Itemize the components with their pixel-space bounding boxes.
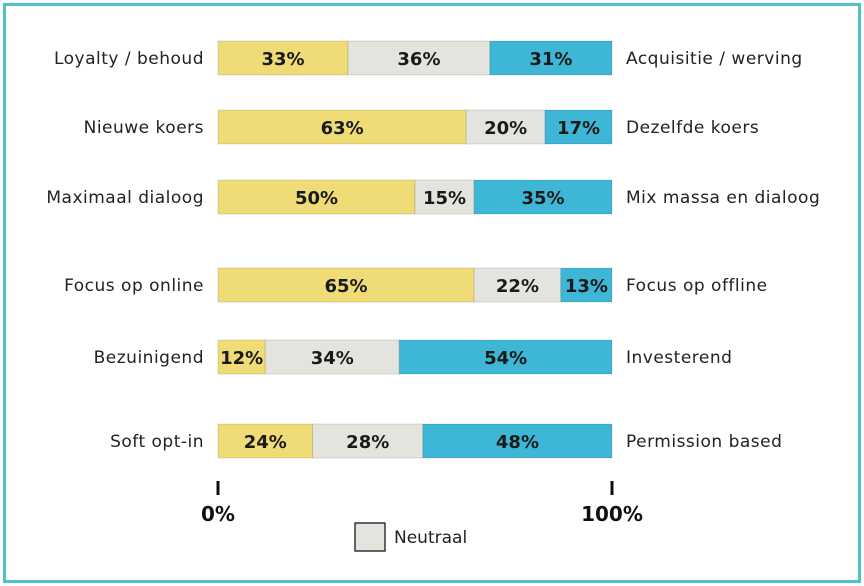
data-label: 12% [220,348,263,369]
data-label: 33% [261,49,304,70]
data-label: 36% [397,49,440,70]
bar-segment-right [560,267,613,303]
data-label: 28% [346,432,389,453]
row-label-left: Soft opt-in [110,432,204,452]
data-label: 13% [565,276,608,297]
row-label-right: Acquisitie / werving [626,49,803,69]
data-label: 63% [321,118,364,139]
row-label-left: Bezuinigend [94,348,204,368]
data-label: 48% [496,432,539,453]
data-label: 22% [496,276,539,297]
bar-segment-left [217,423,314,459]
row-label-left: Focus op online [64,276,204,296]
bar-segment-neutral [465,109,546,145]
legend-swatch [354,522,386,552]
data-label: 34% [311,348,354,369]
bar-segment-neutral [473,267,562,303]
data-label: 35% [522,188,565,209]
data-label: 20% [484,118,527,139]
data-label: 17% [557,118,600,139]
row-label-left: Maximaal dialoog [46,188,204,208]
bar-segment-neutral [347,40,491,76]
bar-segment-neutral [312,423,424,459]
row-label-right: Investerend [626,348,732,368]
data-label: 50% [295,188,338,209]
bar-segment-left [217,40,349,76]
bar-segment-right [398,339,613,375]
data-label: 24% [244,432,287,453]
axis-tick-label: 100% [581,502,643,526]
bar-segment-right [422,423,613,459]
axis-tick-label: 0% [201,502,235,526]
bar-segment-right [489,40,613,76]
legend-label: Neutraal [394,528,467,548]
bar-segment-left [217,179,416,215]
bar-segment-neutral [414,179,475,215]
data-label: 54% [484,348,527,369]
row-label-right: Dezelfde koers [626,118,759,138]
row-label-left: Nieuwe koers [84,118,204,138]
bar-segment-left [217,339,266,375]
bar-segment-right [473,179,613,215]
data-label: 15% [423,188,466,209]
row-label-right: Permission based [626,432,782,452]
row-label-left: Loyalty / behoud [54,49,204,69]
bar-segment-right [544,109,613,145]
row-label-right: Focus op offline [626,276,768,296]
data-label: 31% [529,49,572,70]
data-label: 65% [325,276,368,297]
row-label-right: Mix massa en dialoog [626,188,820,208]
bar-segment-left [217,109,467,145]
